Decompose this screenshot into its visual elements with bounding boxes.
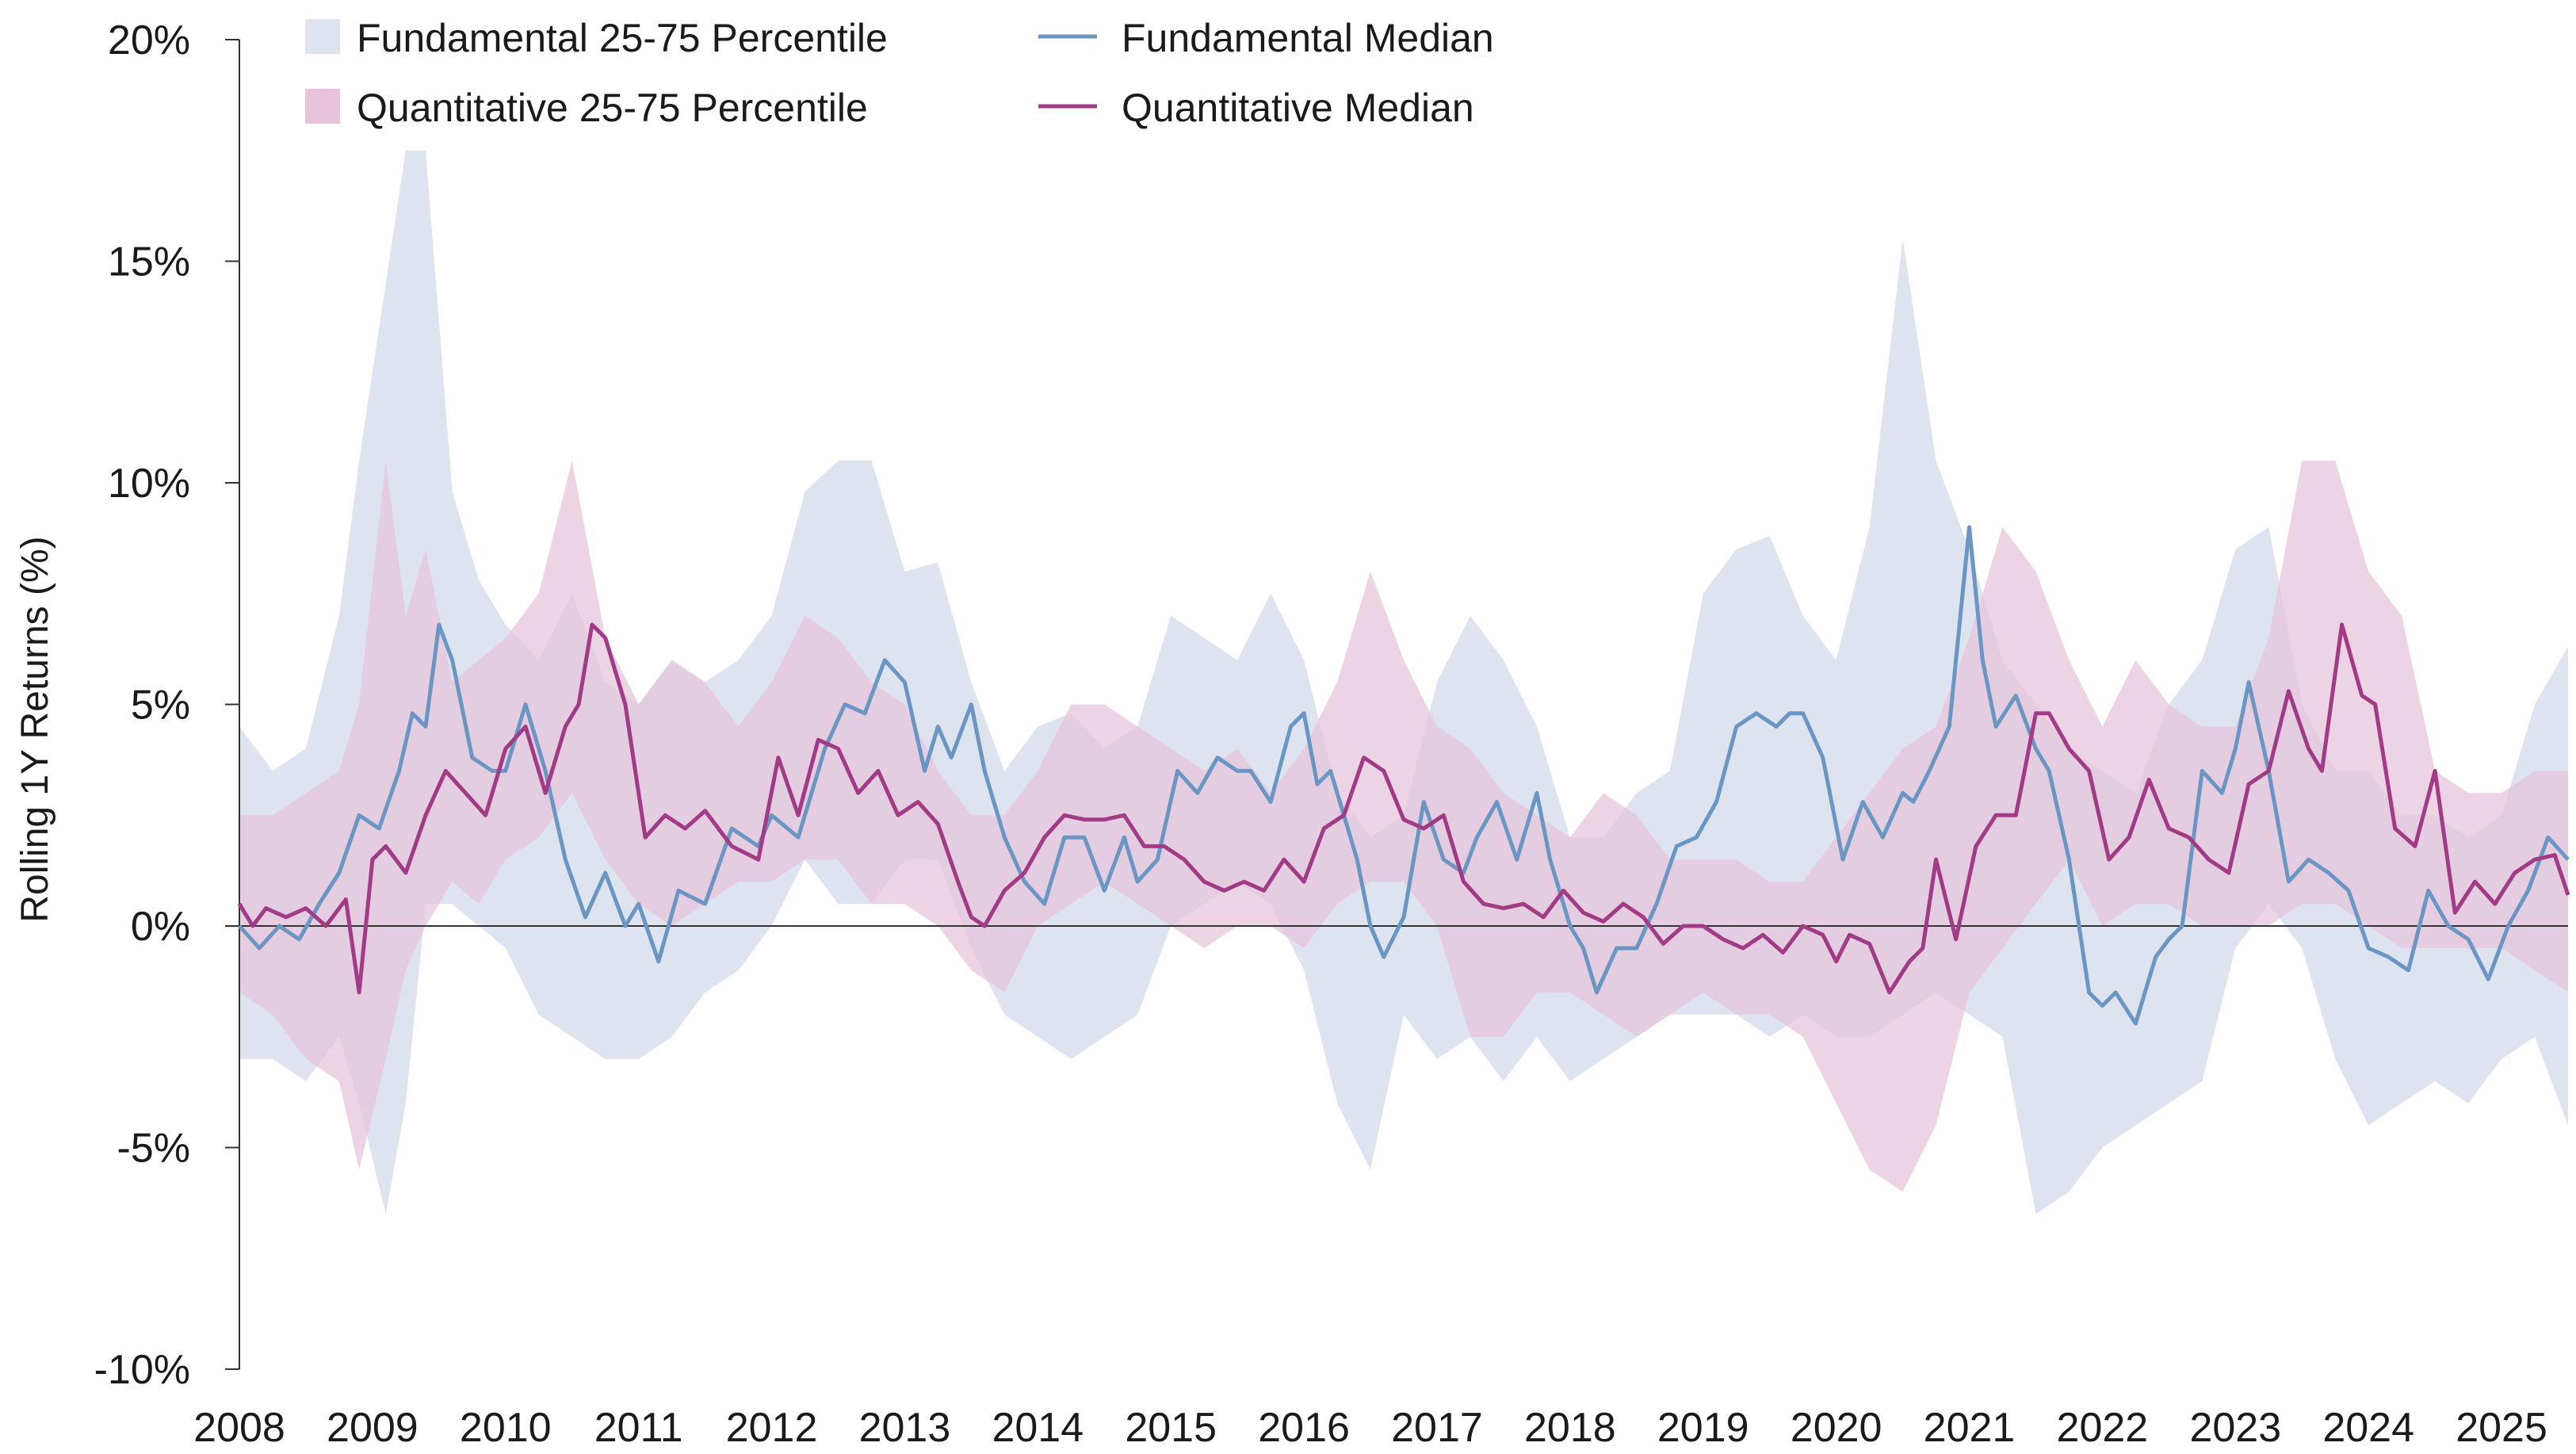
y-tick-label: 15% (108, 239, 190, 285)
legend-item: Quantitative 25-75 Percentile (305, 86, 868, 130)
x-tick-label: 2025 (2456, 1405, 2547, 1451)
x-tick-label: 2020 (1791, 1405, 1882, 1451)
x-tick-label: 2023 (2189, 1405, 2281, 1451)
x-tick-label: 2024 (2322, 1405, 2414, 1451)
percentile-bands (239, 150, 2568, 1215)
legend-label: Fundamental 25-75 Percentile (357, 16, 888, 60)
legend-item: Quantitative Median (1038, 86, 1474, 130)
x-tick-label: 2016 (1258, 1405, 1350, 1451)
legend-swatch (305, 89, 340, 124)
y-tick-label: -10% (94, 1347, 190, 1393)
x-tick-label: 2013 (859, 1405, 951, 1451)
y-tick-label: 5% (131, 683, 190, 729)
x-tick-label: 2010 (460, 1405, 552, 1451)
median-lines (237, 525, 2570, 1026)
x-tick-label: 2021 (1924, 1405, 2016, 1451)
x-tick-label: 2018 (1524, 1405, 1616, 1451)
x-tick-label: 2011 (594, 1405, 683, 1451)
legend-label: Fundamental Median (1122, 16, 1494, 60)
x-tick-label: 2022 (2057, 1405, 2149, 1451)
line-quantitative-median (237, 622, 2570, 995)
y-tick-label: -5% (117, 1126, 190, 1172)
x-tick-label: 2014 (992, 1405, 1084, 1451)
legend-label: Quantitative 25-75 Percentile (357, 86, 868, 130)
legend-swatch (305, 19, 340, 54)
x-tick-label: 2009 (327, 1405, 419, 1451)
line-fundamental-median (238, 525, 2570, 1026)
y-tick-labels: 20% 15% 10% 5% 0% -5% -10% (94, 17, 190, 1393)
y-axis-title: Rolling 1Y Returns (%) (14, 536, 56, 922)
x-tick-label: 2017 (1391, 1405, 1483, 1451)
x-tick-label: 2012 (726, 1405, 818, 1451)
x-tick-label: 2015 (1125, 1405, 1217, 1451)
x-tick-label: 2019 (1657, 1405, 1749, 1451)
legend: Fundamental 25-75 Percentile Quantitative… (305, 16, 1494, 130)
legend-item: Fundamental 25-75 Percentile (305, 16, 888, 60)
legend-label: Quantitative Median (1122, 86, 1474, 130)
x-tick-labels: 2008 2009 2010 2011 2012 2013 2014 2015 2016 2017… (193, 1405, 2547, 1451)
legend-item: Fundamental Median (1038, 16, 1494, 60)
y-tick-label: 20% (108, 17, 190, 63)
band-quantitative (239, 461, 2568, 1192)
y-tick-label: 10% (108, 461, 190, 507)
y-tick-label: 0% (131, 904, 190, 950)
x-tick-label: 2008 (193, 1405, 285, 1451)
